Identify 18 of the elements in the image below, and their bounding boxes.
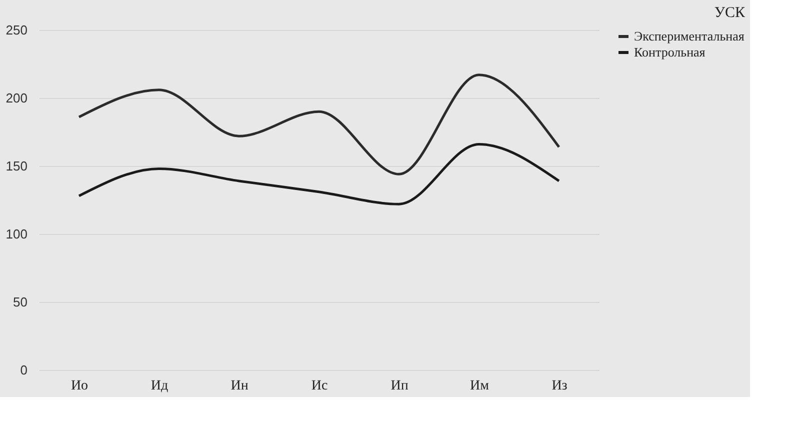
x-tick-label: Им xyxy=(470,378,490,394)
y-tick-label: 200 xyxy=(6,90,28,106)
x-tick-label: Ин xyxy=(230,378,249,394)
line-series xyxy=(78,74,560,176)
x-tick-label: Ис xyxy=(311,378,328,394)
y-tick-label: 100 xyxy=(6,226,28,242)
line-series xyxy=(78,142,560,206)
x-tick-label: Ип xyxy=(390,378,409,394)
x-tick-label: Из xyxy=(552,378,568,394)
x-tick-label: Ио xyxy=(70,378,88,394)
legend-label: Контрольная xyxy=(634,44,706,60)
legend-label: Экспериментальная xyxy=(634,28,744,44)
y-tick-label: 0 xyxy=(20,362,28,378)
y-tick-label: 250 xyxy=(6,22,28,38)
text: УСК xyxy=(714,5,746,21)
x-tick-label: Ид xyxy=(150,378,168,394)
y-tick-label: 50 xyxy=(13,294,28,310)
y-tick-label: 150 xyxy=(6,158,28,174)
